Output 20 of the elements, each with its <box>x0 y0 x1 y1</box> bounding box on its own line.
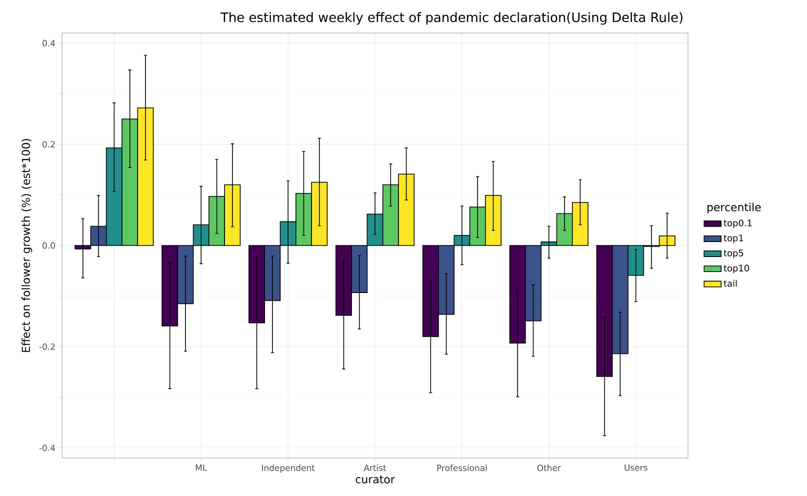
legend-label: top10 <box>724 264 750 274</box>
legend-label: tail <box>724 280 737 287</box>
y-tick-label: 0.4 <box>42 40 56 46</box>
y-tick-label: -0.4 <box>39 444 56 452</box>
x-tick-label: ML <box>196 464 208 471</box>
legend-label: top5 <box>724 250 744 258</box>
chart-title: The estimated weekly effect of pandemic declaration(Using Delta Rule) <box>220 12 682 25</box>
x-tick-label: Other <box>537 464 561 472</box>
x-tick-label: Artist <box>364 464 386 472</box>
legend-title: percentile <box>708 202 761 214</box>
x-tick-label: Independent <box>262 464 315 473</box>
x-tick-label: Professional <box>437 464 487 472</box>
y-tick-label: 0.0 <box>42 242 55 249</box>
y-tick-label: 0.2 <box>42 141 55 148</box>
x-axis-title: curator <box>356 476 395 484</box>
x-tick-label: Users <box>624 464 648 471</box>
y-tick-label: -0.2 <box>39 343 55 350</box>
legend-label: top1 <box>724 234 744 244</box>
legend-label: top0.1 <box>724 220 752 228</box>
y-axis-title: Effect on follower growth (%) (est*100) <box>22 138 32 352</box>
